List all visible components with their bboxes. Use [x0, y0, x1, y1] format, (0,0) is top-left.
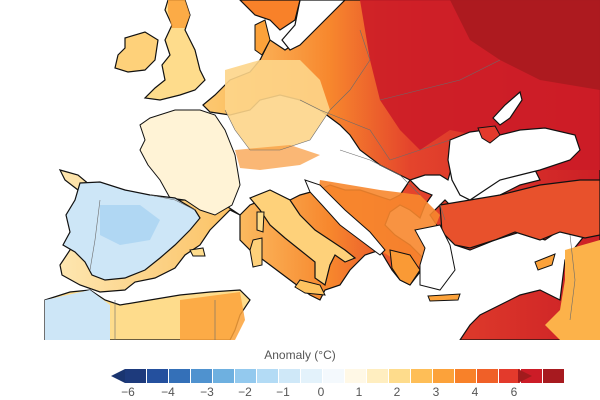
hottest-region: [450, 0, 600, 90]
alps-band: [235, 145, 320, 170]
legend-bin: [125, 369, 146, 383]
aegean-sea: [414, 224, 456, 291]
algeria-warm: [180, 292, 245, 340]
morocco-cool: [45, 290, 110, 340]
crimea: [477, 125, 501, 144]
legend-high-arrow: [518, 369, 532, 383]
great-britain: [143, 0, 206, 101]
legend-title: Anomaly (°C): [264, 348, 336, 362]
legend-tick-label: 6: [510, 385, 518, 399]
legend-bin: [278, 369, 300, 383]
legend-tick-label: 3: [432, 385, 440, 399]
legend-low-arrow: [111, 369, 125, 383]
denmark: [254, 19, 271, 56]
legend-bin: [498, 369, 520, 383]
sea-of-azov: [492, 90, 523, 126]
legend-bin: [344, 369, 366, 383]
balearics: [189, 247, 206, 257]
crete: [427, 293, 461, 302]
legend-tick-label: −4: [161, 385, 175, 399]
legend-color-bar: [125, 369, 565, 383]
legend-bin: [410, 369, 432, 383]
temperature-anomaly-map: [44, 0, 600, 341]
iberia-cool-core: [100, 205, 160, 245]
legend-bin: [212, 369, 234, 383]
germany-region: [225, 60, 330, 150]
legend-bin: [388, 369, 410, 383]
legend-bin: [146, 369, 168, 383]
turkey-region: [439, 179, 600, 249]
france-region: [139, 109, 241, 216]
legend-bin: [542, 369, 564, 383]
legend-bin: [190, 369, 212, 383]
legend-bin: [476, 369, 498, 383]
sardinia: [249, 237, 263, 268]
italy-region: [249, 189, 357, 286]
sicily: [294, 279, 326, 296]
corsica: [256, 211, 265, 233]
legend-tick-label: −1: [276, 385, 290, 399]
cyprus: [534, 253, 556, 271]
legend-tick-label: −6: [121, 385, 135, 399]
scotland-warm: [168, 0, 190, 28]
legend-bin: [322, 369, 344, 383]
legend-tick-label: −3: [200, 385, 214, 399]
legend-bin: [234, 369, 256, 383]
legend-bin: [432, 369, 454, 383]
baltic-sea: [281, 0, 346, 51]
legend-bin: [366, 369, 388, 383]
adriatic-sea: [304, 179, 386, 256]
legend-bin: [256, 369, 278, 383]
legend-tick-label: 0: [317, 385, 325, 399]
color-legend: Anomaly (°C) −6 −4 −3 −2 −1 0 1 2 3 4 6: [0, 340, 600, 400]
country-borders: [89, 29, 576, 340]
legend-tick-label: −2: [238, 385, 252, 399]
scandinavia-south: [239, 0, 301, 31]
legend-bin: [454, 369, 476, 383]
legend-tick-label: 2: [393, 385, 401, 399]
legend-bin: [168, 369, 190, 383]
legend-tick-label: 4: [471, 385, 479, 399]
greece-region: [389, 249, 421, 286]
legend-bin: [300, 369, 322, 383]
ireland: [114, 31, 159, 73]
legend-tick-label: 1: [355, 385, 363, 399]
levant-region: [545, 240, 600, 340]
